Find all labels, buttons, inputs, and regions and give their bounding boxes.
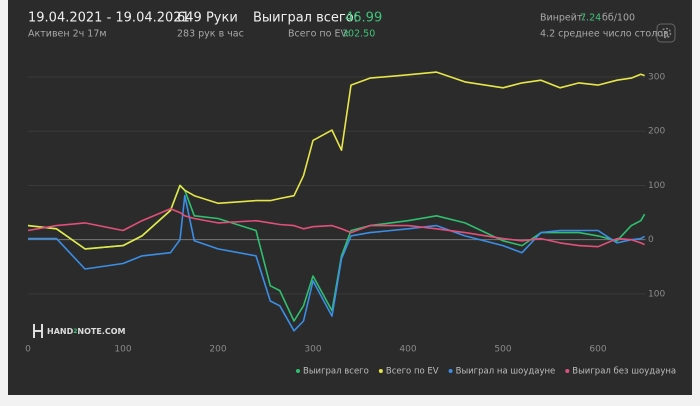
ev-label: Всего по EV: (288, 29, 349, 40)
winrate-unit: бб/100 (602, 13, 635, 24)
won-label: Выиграл всего: (253, 11, 358, 26)
won-value: 46.99 (345, 11, 382, 26)
ev-value: 302.50 (342, 29, 375, 40)
series-line (28, 194, 646, 332)
logo: HAND2NOTE.COM (33, 324, 126, 338)
legend-label: Выиграл на шоудауне (456, 367, 556, 377)
x-tick-label: 400 (399, 345, 416, 355)
active-time: Активен 2ч 17м (28, 29, 107, 40)
avg-tables: 4.2 среднее число столов (540, 29, 669, 40)
y-tick-label: 200 (648, 127, 665, 137)
x-tick-label: 500 (494, 345, 511, 355)
y-tick-label: 0 (648, 235, 654, 245)
legend-marker (296, 369, 300, 373)
legend-marker (565, 369, 570, 373)
logo-text: HAND2NOTE.COM (47, 327, 126, 336)
x-tick-label: 300 (304, 345, 321, 355)
logo-icon (33, 324, 43, 338)
settings-gear[interactable] (660, 27, 672, 39)
winrate-label: Винрейт: (540, 13, 586, 24)
x-tick-label: 100 (114, 345, 131, 355)
settings-gear-center[interactable] (664, 31, 668, 35)
x-tick-label: 0 (25, 345, 31, 355)
x-tick-label: 200 (209, 345, 226, 355)
y-tick-label: 100 (648, 289, 665, 299)
y-tick-label: 300 (648, 72, 665, 82)
legend-label: Всего по EV (386, 367, 439, 377)
legend-marker (378, 369, 383, 373)
legend-marker (448, 369, 453, 373)
legend-label: Выиграл без шоудауна (572, 367, 676, 377)
date-range: 19.04.2021 - 19.04.2021 (28, 11, 190, 26)
settings-frame[interactable] (656, 23, 676, 43)
panel (8, 0, 692, 395)
logo-part: HAND (47, 327, 74, 336)
logo-part: NOTE.COM (77, 327, 125, 336)
legend-label: Выиграл всего (303, 367, 369, 377)
series-line (27, 208, 645, 248)
logo-part: 2 (73, 328, 77, 335)
hands: 649 Руки (177, 11, 238, 26)
winrate-value: 7.24 (580, 13, 601, 24)
y-tick-label: 100 (648, 181, 665, 191)
series-line (27, 71, 645, 250)
hands-per-hour: 283 рук в час (177, 29, 244, 40)
x-tick-label: 600 (589, 345, 606, 355)
settings-button[interactable] (656, 23, 676, 43)
